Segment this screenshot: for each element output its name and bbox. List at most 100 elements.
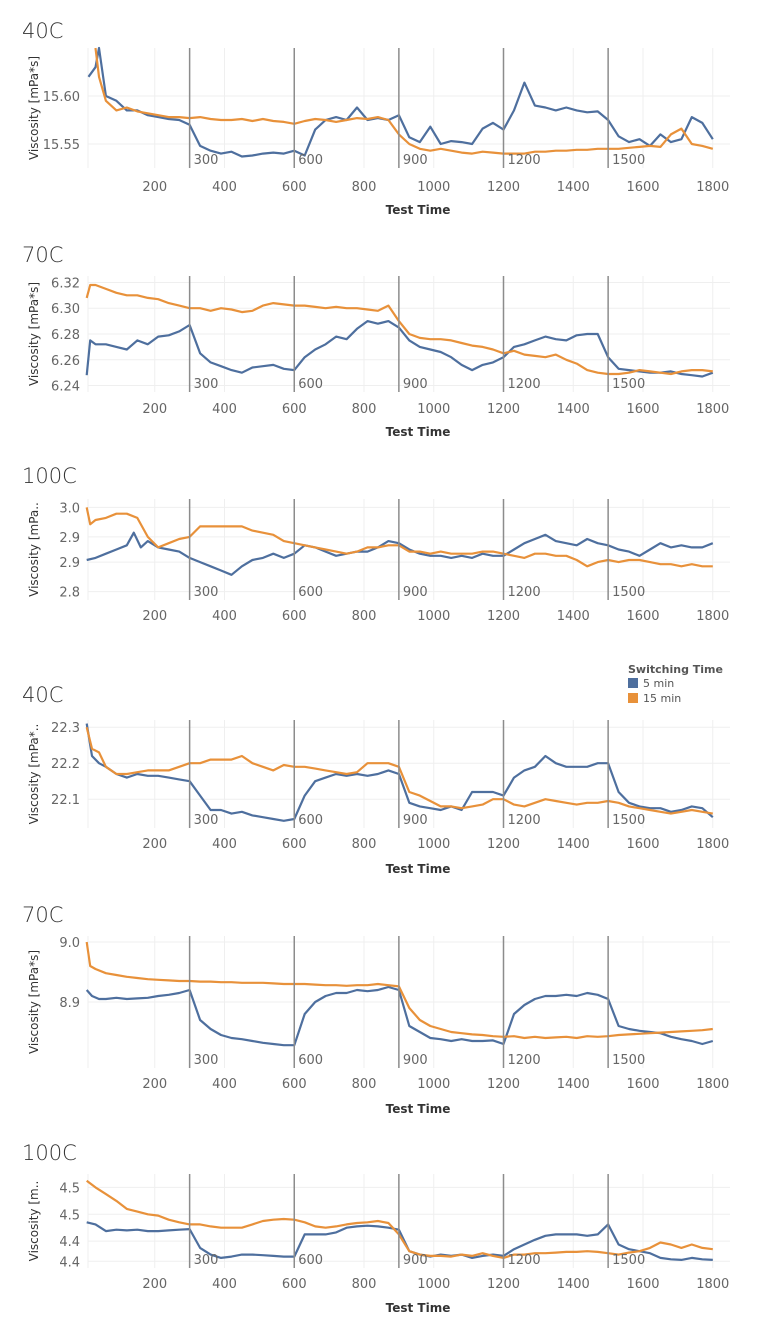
x-axis-title: Test Time: [386, 203, 451, 217]
y-axis-title: Viscosity [mPa*s]: [27, 282, 41, 386]
series-line-5-min: [85, 320, 714, 378]
chart-panel-2: 70C 6.24 6.26 6.28 6.30 6.32 200 400 600 800 1000 1…: [22, 243, 730, 439]
x-tick-label: 1000: [417, 402, 450, 417]
series-line-15-min: [85, 941, 713, 1040]
panel-title: 100C: [22, 1141, 77, 1165]
x-tick-label: 1000: [417, 609, 450, 624]
chart-panel-4: 40C 22.1 22.2 22.3 200 400 600 800 1000 1200 1400 1…: [22, 683, 730, 876]
panel-title: 70C: [22, 903, 63, 927]
x-tick-label: 1600: [626, 180, 659, 195]
x-tick-label: 1400: [557, 1277, 590, 1292]
x-axis-title: Test Time: [386, 1102, 451, 1116]
switch-reference-label: 1200: [508, 1253, 541, 1268]
chart-panel-6: 100C 4.4 4.4 4.5 4.5 200 400 600 800 1000 1200 1400…: [22, 1141, 730, 1315]
switch-reference-label: 300: [194, 1053, 219, 1068]
switch-reference-label: 1200: [508, 813, 541, 828]
x-tick-label: 1400: [557, 180, 590, 195]
chart-panel-5: 70C 8.9 9.0 200 400 600 800 1000 1200 1400 1600 180…: [22, 903, 730, 1116]
x-tick-label: 1800: [696, 609, 729, 624]
legend: Switching Time 5 min 15 min: [628, 663, 723, 705]
switch-reference-label: 600: [298, 1253, 323, 1268]
y-axis-title: Viscosity [mPa*..: [27, 724, 41, 825]
x-tick-label: 200: [142, 837, 167, 852]
series-line-5-min: [87, 46, 714, 158]
series-line-5-min: [86, 531, 714, 576]
y-tick-label: 4.4: [59, 1255, 80, 1270]
panel-title: 40C: [22, 19, 63, 43]
x-tick-label: 200: [142, 1277, 167, 1292]
legend-label-5min: 5 min: [643, 677, 674, 690]
x-tick-label: 200: [142, 402, 167, 417]
x-tick-label: 400: [212, 1277, 237, 1292]
x-tick-label: 800: [352, 180, 377, 195]
series-line-5-min: [85, 985, 714, 1047]
legend-title: Switching Time: [628, 663, 723, 676]
x-tick-label: 600: [282, 1277, 307, 1292]
y-tick-label: 6.26: [51, 354, 80, 369]
switch-reference-label: 900: [403, 1253, 428, 1268]
x-tick-label: 600: [282, 609, 307, 624]
panel-title: 40C: [22, 683, 63, 707]
x-tick-label: 1400: [557, 609, 590, 624]
switch-reference-label: 900: [403, 585, 428, 600]
switch-reference-label: 1500: [612, 377, 645, 392]
x-tick-label: 1800: [696, 180, 729, 195]
x-tick-label: 1000: [417, 180, 450, 195]
x-tick-label: 1200: [487, 609, 520, 624]
x-tick-label: 400: [212, 609, 237, 624]
x-tick-label: 1200: [487, 1077, 520, 1092]
switch-reference-label: 1200: [508, 153, 541, 168]
x-tick-label: 1600: [626, 402, 659, 417]
x-tick-label: 800: [352, 837, 377, 852]
series-line-15-min: [85, 726, 713, 815]
x-tick-label: 800: [352, 402, 377, 417]
switch-reference-label: 900: [403, 1053, 428, 1068]
switch-reference-label: 1200: [508, 377, 541, 392]
switch-reference-label: 300: [194, 813, 219, 828]
switch-reference-label: 600: [298, 1053, 323, 1068]
x-tick-label: 1000: [417, 1277, 450, 1292]
legend-swatch-15min: [628, 693, 638, 703]
switch-reference-label: 600: [298, 377, 323, 392]
switch-reference-label: 1200: [508, 585, 541, 600]
x-tick-label: 800: [352, 609, 377, 624]
switch-reference-label: 900: [403, 813, 428, 828]
panel-title: 70C: [22, 243, 63, 267]
y-tick-label: 4.5: [59, 1181, 80, 1196]
switch-reference-label: 1500: [612, 585, 645, 600]
x-tick-label: 1600: [626, 1077, 659, 1092]
x-tick-label: 400: [212, 837, 237, 852]
series-line-5-min: [85, 723, 714, 822]
chart-panel-1: 40C 15.55 15.60 200 400 600 800 1000 1200 1400 160…: [22, 19, 730, 217]
x-tick-label: 1600: [626, 837, 659, 852]
series-line-15-min: [85, 507, 713, 568]
y-tick-label: 22.3: [51, 721, 80, 736]
x-tick-label: 1000: [417, 1077, 450, 1092]
x-tick-label: 400: [212, 402, 237, 417]
panel-title: 100C: [22, 464, 77, 488]
y-axis-title: Viscosity [mPa*s]: [27, 950, 41, 1054]
x-tick-label: 800: [352, 1277, 377, 1292]
x-tick-label: 200: [142, 609, 167, 624]
x-tick-label: 600: [282, 180, 307, 195]
y-axis-title: Viscosity [mPa..: [27, 502, 41, 597]
y-tick-label: 15.55: [43, 138, 80, 153]
x-tick-label: 1800: [696, 1277, 729, 1292]
y-tick-label: 6.30: [51, 302, 80, 317]
x-axis-title: Test Time: [386, 1301, 451, 1315]
switch-reference-label: 300: [194, 1253, 219, 1268]
switch-reference-label: 900: [403, 377, 428, 392]
x-tick-label: 1400: [557, 837, 590, 852]
x-tick-label: 1200: [487, 1277, 520, 1292]
x-axis-title: Test Time: [386, 862, 451, 876]
switch-reference-label: 600: [298, 813, 323, 828]
switch-reference-label: 600: [298, 585, 323, 600]
series-line-15-min: [86, 1179, 713, 1260]
x-tick-label: 800: [352, 1077, 377, 1092]
y-tick-label: 15.60: [43, 90, 80, 105]
x-tick-label: 200: [142, 1077, 167, 1092]
y-tick-label: 9.0: [59, 936, 80, 951]
legend-swatch-5min: [628, 678, 638, 688]
switch-reference-label: 1500: [612, 813, 645, 828]
switch-reference-label: 1200: [508, 1053, 541, 1068]
